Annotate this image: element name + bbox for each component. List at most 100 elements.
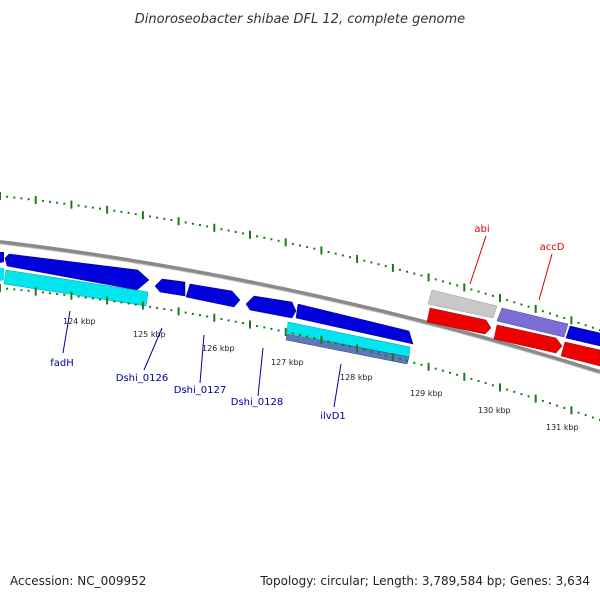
minor-tick <box>584 324 587 327</box>
minor-tick <box>527 395 530 398</box>
minor-tick <box>306 246 309 249</box>
minor-tick <box>434 278 437 281</box>
leader-dshi-0128 <box>257 347 264 397</box>
minor-tick <box>184 221 187 224</box>
gene-accD[interactable] <box>496 307 569 338</box>
gene-accD-reverse[interactable] <box>493 324 563 354</box>
minor-tick <box>220 228 223 231</box>
minor-tick <box>541 399 544 402</box>
minor-tick <box>77 204 80 207</box>
gene-label-dshi-0126[interactable]: Dshi_0126 <box>116 373 168 384</box>
accession-text: Accession: NC_009952 <box>10 574 147 588</box>
minor-tick <box>6 287 9 290</box>
minor-tick <box>156 216 159 219</box>
gene-abi[interactable] <box>427 289 498 319</box>
gene-label-dshi-0128[interactable]: Dshi_0128 <box>231 397 283 408</box>
minor-tick <box>20 289 23 292</box>
gene-label-dshi-0127[interactable]: Dshi_0127 <box>174 385 226 396</box>
gene-dshi-0128[interactable] <box>245 295 297 319</box>
minor-tick <box>20 197 23 200</box>
feature-fadH-cyan[interactable] <box>3 269 149 307</box>
minor-tick <box>277 239 280 242</box>
inner-major-ticks <box>0 284 573 415</box>
minor-tick <box>41 199 44 202</box>
gene-labels: fadH Dshi_0126 Dshi_0127 Dshi_0128 ilvD1… <box>50 224 564 422</box>
minor-tick <box>291 242 294 245</box>
minor-tick <box>370 350 373 353</box>
gene-dshi-0127[interactable] <box>185 283 241 308</box>
minor-tick <box>56 293 59 295</box>
scale-label-126: 126 kbp <box>202 344 235 353</box>
minor-tick <box>527 305 530 308</box>
inner-dots <box>6 287 600 421</box>
minor-tick <box>120 210 123 213</box>
minor-tick <box>491 384 494 387</box>
minor-tick <box>556 314 559 317</box>
minor-tick <box>241 232 244 235</box>
gene-abi-reverse[interactable] <box>426 307 492 335</box>
minor-tick <box>113 300 116 303</box>
minor-tick <box>263 236 266 239</box>
minor-tick <box>256 325 259 327</box>
minor-tick <box>241 322 244 325</box>
minor-tick <box>6 195 9 198</box>
outer-dots <box>6 195 600 331</box>
minor-tick <box>199 224 201 227</box>
feature-ilvD1-slate[interactable] <box>285 333 410 365</box>
minor-tick <box>549 402 551 405</box>
leader-ilvD1 <box>333 363 342 408</box>
minor-tick <box>406 270 409 273</box>
outer-scale-ring <box>0 192 600 331</box>
minor-tick <box>13 288 16 291</box>
minor-tick <box>91 206 94 209</box>
minor-tick <box>27 289 30 292</box>
outer-major-ticks <box>0 192 573 325</box>
gene-label-abi[interactable]: abi <box>474 224 489 235</box>
minor-tick <box>577 321 580 324</box>
minor-tick <box>420 274 423 277</box>
minor-tick <box>406 360 409 362</box>
minor-tick <box>49 200 51 203</box>
minor-tick <box>377 263 380 266</box>
gene-reverse-right-edge[interactable] <box>560 341 600 367</box>
minor-tick <box>77 295 80 298</box>
minor-tick <box>506 299 509 302</box>
gene-ilvD1[interactable] <box>295 303 414 345</box>
minor-tick <box>134 303 137 306</box>
backbone-outer-line <box>0 240 600 374</box>
minor-tick <box>449 282 451 285</box>
feature-cyan-edge[interactable] <box>0 268 4 281</box>
gene-label-fadH[interactable]: fadH <box>50 358 74 369</box>
gene-forward-edge[interactable] <box>0 252 4 263</box>
minor-tick <box>291 332 294 335</box>
map-title: Dinoroseobacter shibae DFL 12, complete … <box>135 12 465 27</box>
minor-tick <box>263 326 266 329</box>
gene-label-accD[interactable]: accD <box>540 242 565 253</box>
minor-tick <box>384 265 387 268</box>
genome-summary-text: Topology: circular; Length: 3,789,584 bp… <box>260 574 590 588</box>
minor-tick <box>99 298 101 301</box>
minor-tick <box>477 380 480 382</box>
minor-tick <box>456 373 459 376</box>
minor-tick <box>506 388 509 391</box>
minor-tick <box>399 268 401 271</box>
gene-dshi-0126[interactable] <box>154 278 186 297</box>
minor-tick <box>206 225 209 228</box>
scale-label-124: 124 kbp <box>63 317 96 326</box>
minor-tick <box>399 358 401 361</box>
minor-tick <box>49 292 51 295</box>
minor-tick <box>220 318 223 320</box>
gene-fadH[interactable] <box>4 253 150 291</box>
minor-tick <box>277 329 280 332</box>
scale-label-129: 129 kbp <box>410 389 443 398</box>
gene-forward-right-edge[interactable] <box>565 325 600 347</box>
minor-tick <box>327 340 330 343</box>
minor-tick <box>577 411 580 414</box>
minor-tick <box>441 280 444 283</box>
gene-label-ilvD1[interactable]: ilvD1 <box>320 411 346 422</box>
minor-tick <box>377 352 380 355</box>
leader-accD <box>538 253 553 301</box>
minor-tick <box>563 406 566 409</box>
minor-tick <box>99 207 101 210</box>
scale-label-131: 131 kbp <box>546 423 579 432</box>
